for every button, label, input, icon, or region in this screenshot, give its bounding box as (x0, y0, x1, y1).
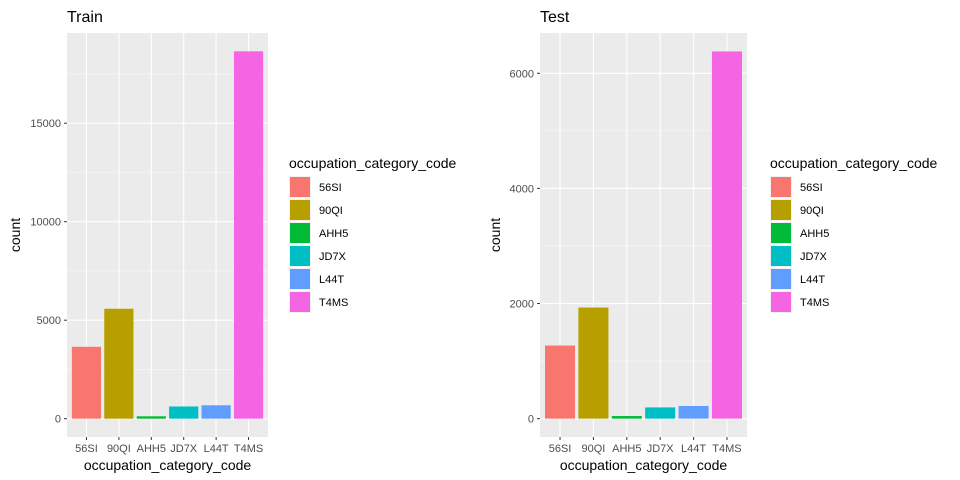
legend-title: occupation_category_code (289, 155, 457, 171)
test-chart: Test 0 2000 4000 6000 56SI 90QI AHH5 JD7X L44T T… (487, 9, 938, 473)
bars (545, 51, 742, 419)
bar-t4ms (711, 51, 742, 419)
bar-ahh5 (136, 416, 166, 419)
y-tick-label: 0 (55, 414, 61, 426)
y-tick-label: 10000 (30, 217, 61, 229)
x-axis-title: occupation_category_code (560, 457, 728, 473)
bar-ahh5 (611, 416, 642, 419)
x-tick-label: L44T (681, 443, 706, 455)
y-tick-label: 0 (528, 414, 534, 426)
bar-56si (545, 345, 576, 419)
legend-label: 56SI (800, 182, 823, 194)
y-tick-label: 2000 (510, 299, 534, 311)
legend-swatch (771, 200, 791, 220)
legend: occupation_category_code 56SI 90QI AHH5 JD7… (289, 155, 457, 313)
bar-t4ms (233, 51, 264, 419)
x-tick-label: T4MS (712, 443, 741, 455)
x-axis-ticks: 56SI 90QI AHH5 JD7X L44T T4MS (75, 437, 263, 455)
x-tick-label: L44T (204, 443, 229, 455)
chart-title: Test (540, 9, 570, 26)
bar-56si (71, 346, 102, 419)
legend-swatch (290, 223, 310, 243)
train-chart: Train 0 5000 10000 15000 56SI 90QI AHH5 JD7X L4… (7, 9, 457, 473)
y-tick-label: 6000 (510, 68, 534, 80)
legend-swatch (771, 269, 791, 289)
x-axis-ticks: 56SI 90QI AHH5 JD7X L44T T4MS (549, 437, 742, 455)
bar-90qi (578, 307, 609, 419)
y-axis-ticks: 0 2000 4000 6000 (510, 68, 540, 426)
x-tick-label: 56SI (549, 443, 572, 455)
legend-swatch (771, 246, 791, 266)
chart-title: Train (67, 9, 103, 26)
legend-label: 90QI (319, 205, 343, 217)
x-tick-label: T4MS (234, 443, 263, 455)
legend-swatch (290, 269, 310, 289)
legend-swatch (290, 200, 310, 220)
legend-title: occupation_category_code (770, 155, 938, 171)
x-tick-label: AHH5 (612, 443, 641, 455)
x-axis-title: occupation_category_code (84, 457, 252, 473)
legend: occupation_category_code 56SI 90QI AHH5 JD7… (770, 155, 938, 313)
legend-label: L44T (800, 274, 825, 286)
bar-90qi (104, 308, 134, 419)
bars (71, 51, 264, 419)
y-tick-label: 4000 (510, 183, 534, 195)
x-tick-label: AHH5 (137, 443, 166, 455)
x-tick-label: 90QI (107, 443, 131, 455)
legend-swatch (771, 223, 791, 243)
legend-swatch (771, 292, 791, 312)
x-tick-label: JD7X (170, 443, 198, 455)
legend-label: JD7X (319, 251, 347, 263)
y-axis-title: count (7, 218, 23, 252)
y-axis-title: count (487, 218, 503, 252)
legend-swatch (290, 292, 310, 312)
legend-label: 90QI (800, 205, 824, 217)
legend-label: AHH5 (319, 228, 348, 240)
legend-label: L44T (319, 274, 344, 286)
y-tick-label: 5000 (37, 315, 61, 327)
bar-jd7x (169, 406, 199, 419)
y-tick-label: 15000 (30, 118, 61, 130)
legend-swatch (290, 177, 310, 197)
legend-label: 56SI (319, 182, 342, 194)
legend-label: AHH5 (800, 228, 829, 240)
legend-swatch (290, 246, 310, 266)
y-axis-ticks: 0 5000 10000 15000 (30, 118, 67, 426)
x-tick-label: 56SI (75, 443, 98, 455)
x-tick-label: JD7X (647, 443, 675, 455)
legend-swatch (771, 177, 791, 197)
bar-jd7x (645, 407, 676, 419)
x-tick-label: 90QI (581, 443, 605, 455)
legend-label: T4MS (319, 297, 348, 309)
bar-l44t (678, 405, 709, 419)
legend-label: T4MS (800, 297, 829, 309)
legend-label: JD7X (800, 251, 828, 263)
bar-l44t (201, 405, 231, 419)
